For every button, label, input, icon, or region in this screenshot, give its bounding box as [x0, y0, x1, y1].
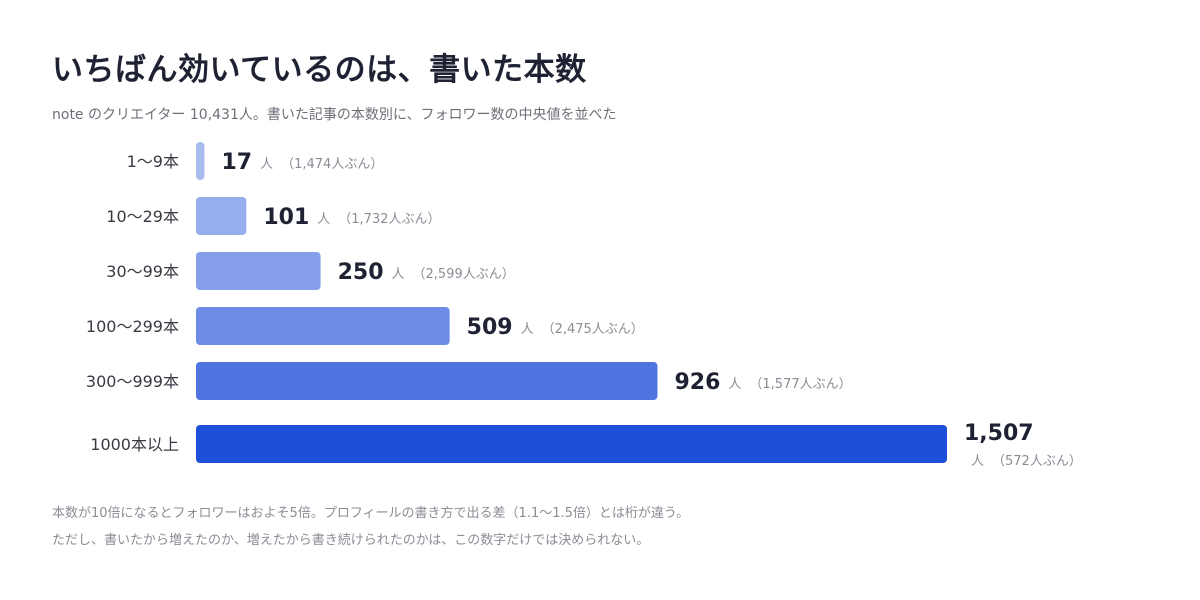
sample-size-note: （1,732人ぶん） [338, 212, 440, 227]
sample-size-note: （1,474人ぶん） [281, 157, 383, 172]
value-label: 509 [467, 315, 513, 340]
value-unit: 人 [971, 454, 984, 469]
value-unit: 人 [521, 322, 534, 337]
category-label: 1000本以上 [90, 435, 179, 454]
category-label: 1〜9本 [127, 152, 179, 171]
bar [196, 252, 321, 290]
category-label: 100〜299本 [86, 317, 179, 336]
value-unit: 人 [728, 377, 741, 392]
category-label: 300〜999本 [86, 372, 179, 391]
sample-size-note: （2,599人ぶん） [413, 267, 515, 282]
footnote-2: ただし、書いたから増えたのか、増えたから書き続けられたのかは、この数字だけでは決… [52, 533, 650, 548]
bar [196, 362, 658, 400]
value-label: 17 [221, 150, 252, 175]
bar [196, 307, 450, 345]
sample-size-note: （1,577人ぶん） [749, 377, 851, 392]
footnotes: 本数が10倍になるとフォロワーはおよそ5倍。プロフィールの書き方で出る差（1.1… [52, 500, 689, 554]
chart-title: いちばん効いているのは、書いた本数 [52, 52, 587, 88]
bar [196, 142, 205, 180]
value-label: 250 [338, 260, 384, 285]
value-label: 101 [263, 205, 309, 230]
bar [196, 425, 947, 463]
value-unit: 人 [317, 212, 330, 227]
category-label: 10〜29本 [106, 207, 179, 226]
bar [196, 197, 247, 235]
value-unit: 人 [392, 267, 405, 282]
footnote-1: 本数が10倍になるとフォロワーはおよそ5倍。プロフィールの書き方で出る差（1.1… [52, 506, 690, 521]
bar-chart: 1〜9本 17 人 （1,474人ぶん） 10〜29本 101 人 （1,732人ぶん） 30〜… [86, 142, 1082, 469]
category-label: 30〜99本 [106, 262, 179, 281]
chart-subtitle: note のクリエイター 10,431人。書いた記事の本数別に、フォロワー数の中… [52, 107, 617, 123]
value-label: 1,507 [964, 421, 1034, 446]
sample-size-note: （572人ぶん） [992, 454, 1082, 469]
value-label: 926 [674, 370, 720, 395]
value-unit: 人 [260, 157, 273, 172]
sample-size-note: （2,475人ぶん） [542, 322, 644, 337]
